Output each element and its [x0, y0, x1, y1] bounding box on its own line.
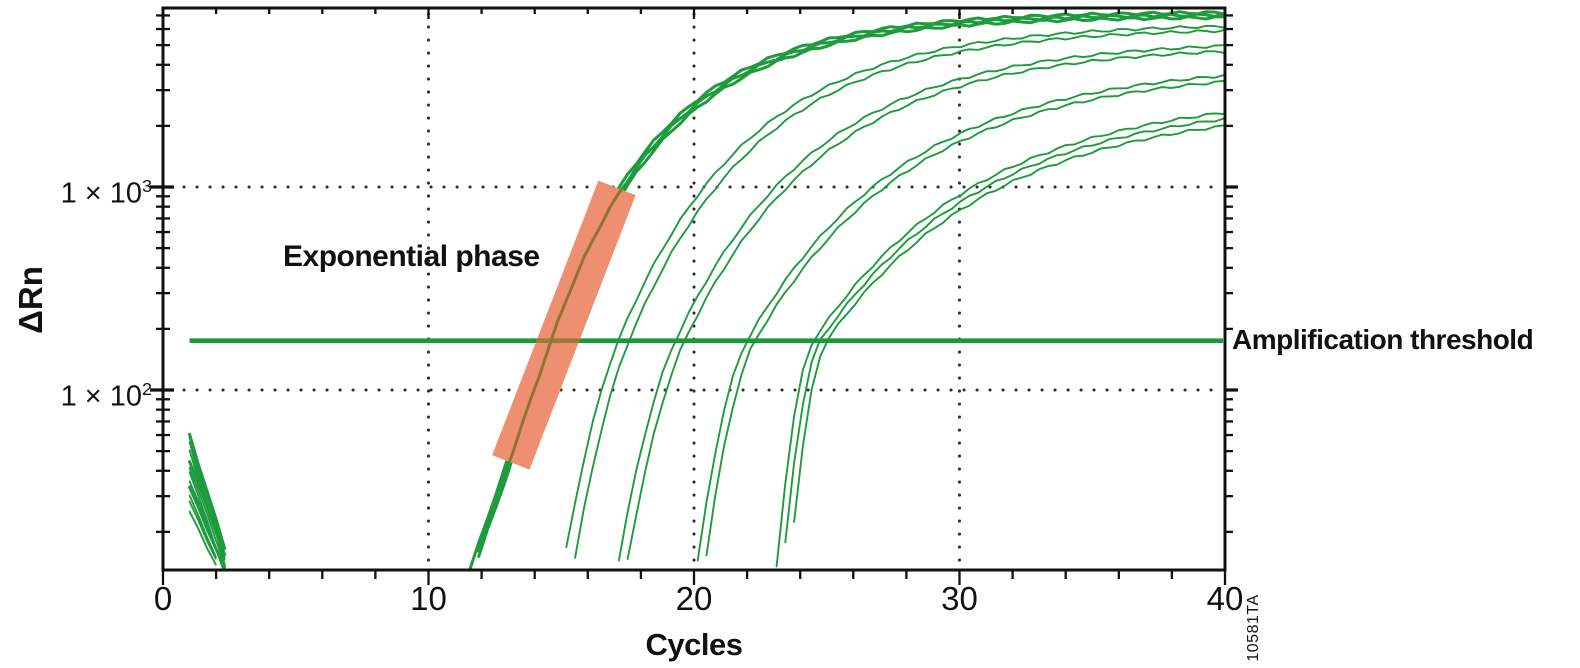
x-tick-label: 0: [153, 580, 173, 617]
y-tick-1e3-exponent: 3: [142, 176, 152, 196]
amplification-curve-curve-4b: [188, 80, 1225, 566]
x-axis-title: Cycles: [645, 627, 743, 662]
amplification-curve-curve-1b: [188, 12, 1225, 557]
amplification-threshold-label: Amplification threshold: [1232, 324, 1534, 355]
amplification-curve-curve-5b: [188, 117, 1225, 565]
y-tick-1e2-mantissa: 1 × 10: [60, 380, 142, 413]
exponential-phase-label: Exponential phase: [283, 240, 540, 273]
amplification-curve-curve-5c: [188, 124, 1225, 558]
x-tick-label: 30: [941, 580, 978, 617]
amplification-curve-curve-5a: [188, 112, 1225, 568]
amplification-curve-curve-4a: [188, 74, 1225, 570]
x-tick-label: 40: [1206, 580, 1244, 617]
highlight-overlap: [492, 180, 636, 470]
x-tick-label: 20: [675, 580, 713, 617]
exponential-phase-highlight: [492, 180, 636, 470]
y-tick-label-1e2: 1 × 102: [12, 370, 152, 413]
x-tick-label: 10: [410, 580, 447, 617]
axes: [150, 6, 1238, 585]
grid-lines: [169, 12, 1225, 570]
figure-id-watermark: 10581TA: [1245, 594, 1262, 662]
y-tick-label-1e3: 1 × 103: [12, 167, 152, 210]
curve-highlight-overlap: [492, 180, 636, 470]
y-tick-1e2-exponent: 2: [142, 379, 152, 399]
amplification-curve-curve-2a: [188, 24, 1225, 566]
y-tick-1e3-mantissa: 1 × 10: [60, 177, 142, 210]
amplification-curve-curve-3a: [188, 44, 1225, 562]
amplification-curves: [188, 10, 1225, 570]
amplification-curve-curve-2b: [188, 29, 1225, 570]
y-axis-title: ΔRn: [12, 266, 49, 334]
amplification-curve-curve-3b: [188, 50, 1225, 561]
